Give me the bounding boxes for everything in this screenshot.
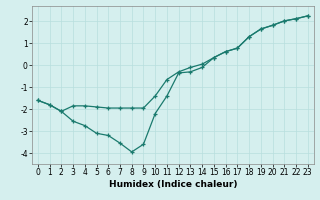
X-axis label: Humidex (Indice chaleur): Humidex (Indice chaleur) — [108, 180, 237, 189]
